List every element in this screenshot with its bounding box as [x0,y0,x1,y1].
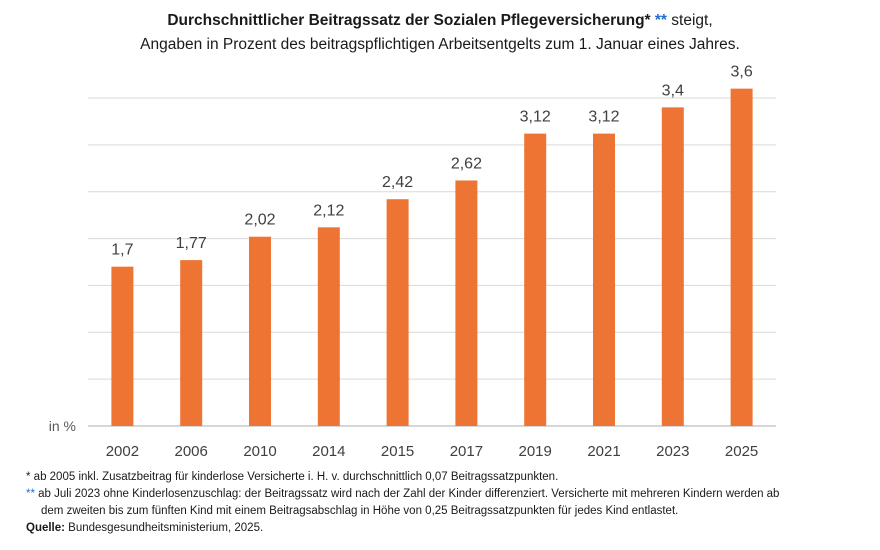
x-tick-label-2006: 2006 [175,443,208,460]
value-label-2025: 3,6 [730,64,752,81]
bar-2015 [386,199,409,426]
x-tick-label-2023: 2023 [656,443,689,460]
bar-2014 [317,227,340,426]
footnote-1-mark: * [26,471,31,483]
x-tick-label-2019: 2019 [519,443,552,460]
title-main: Durchschnittlicher Beitragssatz der Sozi… [167,12,651,29]
footnote-2: ** ab Juli 2023 ohne Kinderlosenzuschlag… [26,486,866,503]
footnote-1-text: ab 2005 inkl. Zusatzbeitrag für kinderlo… [30,471,559,483]
bar-2021 [593,133,615,426]
bar-2017 [455,180,478,426]
footnote-2-text: ab Juli 2023 ohne Kinderlosenzuschlag: d… [34,488,780,500]
value-label-2006: 1,77 [176,235,207,252]
x-tick-label-2021: 2021 [587,443,620,460]
value-label-2015: 2,42 [382,174,413,191]
value-label-2021: 3,12 [588,109,619,126]
chart-title: Durchschnittlicher Beitragssatz der Sozi… [0,9,880,57]
footnote-2-continuation: dem zweiten bis zum fünften Kind mit ein… [41,505,679,517]
source-line: Quelle: Bundesgesundheitsministerium, 20… [26,520,866,537]
value-label-2017: 2,62 [451,155,482,172]
value-label-2010: 2,02 [244,212,275,229]
bar-2025 [730,88,753,426]
x-tick-label-2014: 2014 [312,443,345,460]
y-axis-unit-label: in % [49,418,76,434]
x-tick-label-2025: 2025 [725,443,758,460]
bar-2023 [661,107,684,426]
source-text: Bundesgesundheitsministerium, 2025. [64,522,264,534]
x-tick-label-2002: 2002 [106,443,139,460]
title-rest: steigt, [666,12,713,29]
chart-subtitle: Angaben in Prozent des beitragspflichtig… [140,36,740,53]
footnote-1: * ab 2005 inkl. Zusatzbeitrag für kinder… [26,469,866,486]
bar-2019 [524,133,547,426]
bar-2006 [180,260,203,426]
x-tick-label-2010: 2010 [243,443,276,460]
value-label-2014: 2,12 [313,202,344,219]
title-footnote-mark: ** [654,12,667,29]
value-label-2023: 3,4 [662,82,684,99]
x-tick-label-2017: 2017 [450,443,483,460]
value-label-2002: 1,7 [111,242,133,259]
source-label: Quelle: [26,522,65,534]
value-label-2019: 3,12 [520,109,551,126]
bar-2002 [111,266,134,426]
bar-2010 [249,236,271,426]
footnote-2-mark: ** [26,488,35,500]
footnotes: * ab 2005 inkl. Zusatzbeitrag für kinder… [26,469,866,537]
x-tick-label-2015: 2015 [381,443,414,460]
